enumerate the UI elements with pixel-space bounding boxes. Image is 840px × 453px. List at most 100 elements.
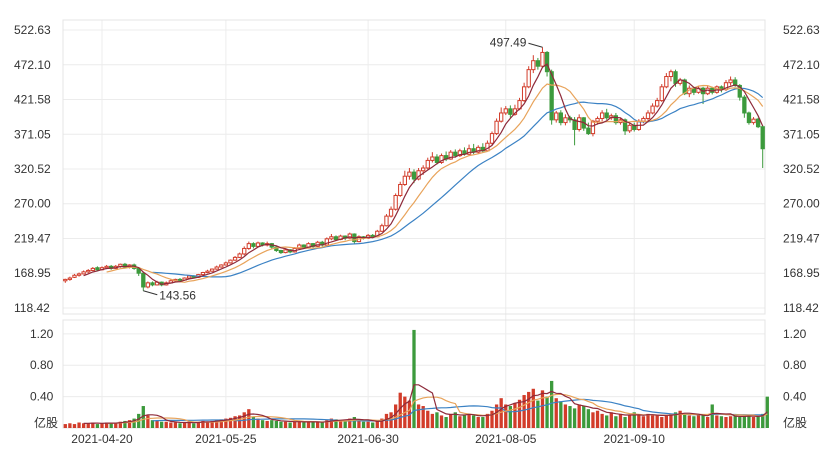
volume-bar — [256, 418, 260, 428]
price-tick-right: 118.42 — [783, 301, 819, 315]
price-tick-left: 472.10 — [14, 58, 51, 72]
candle-body — [627, 124, 632, 132]
volume-bar — [605, 415, 609, 428]
candle-body — [407, 171, 412, 177]
volume-bar — [449, 413, 453, 428]
volume-bar — [747, 415, 751, 428]
candle-body — [572, 119, 577, 130]
volume-bar — [627, 415, 632, 428]
volume-bar — [705, 417, 710, 428]
candle-body — [430, 156, 435, 161]
volume-tick-right: 0.40 — [783, 390, 807, 404]
price-tick-left: 320.52 — [14, 162, 51, 176]
volume-tick-left: 0.40 — [30, 390, 54, 404]
candle-body — [668, 71, 674, 78]
candle-body — [457, 150, 463, 157]
candle-body — [554, 112, 559, 121]
volume-bar — [228, 417, 233, 428]
volume-bar — [591, 412, 595, 428]
volume-bar — [650, 415, 655, 428]
candle-body — [728, 79, 733, 84]
volume-bar — [696, 414, 701, 428]
volume-bar — [692, 416, 696, 428]
volume-bar — [251, 417, 256, 428]
candle-body — [219, 264, 224, 268]
candle-body — [760, 126, 765, 150]
volume-bar — [678, 410, 682, 428]
candle-body — [755, 118, 761, 128]
date-tick: 2021-08-05 — [475, 432, 537, 446]
volume-tick-left: 0.80 — [30, 358, 54, 372]
volume-bar — [715, 415, 719, 428]
price-tick-right: 270.00 — [783, 197, 820, 211]
volume-bar — [572, 408, 577, 428]
volume-bar — [462, 415, 467, 428]
volume-bar — [311, 422, 315, 428]
volume-tick-right: 1.20 — [783, 327, 807, 341]
volume-bar — [430, 413, 435, 428]
candle-body — [622, 119, 628, 132]
candle-body — [255, 242, 261, 247]
volume-bar — [517, 399, 522, 428]
volume-bar — [150, 420, 155, 428]
volume-bar — [687, 415, 691, 428]
volume-bar — [393, 404, 398, 428]
volume-bar — [609, 412, 613, 428]
volume-bar — [641, 416, 646, 428]
volume-bar — [352, 417, 357, 428]
volume-bar — [320, 422, 324, 428]
volume-bar — [733, 415, 737, 428]
candle-body — [549, 71, 554, 121]
volume-bar — [366, 421, 370, 428]
candle-body — [751, 118, 756, 124]
volume-bar — [274, 420, 279, 428]
candle-body — [659, 86, 664, 102]
volume-bar — [545, 396, 549, 428]
volume-bar — [710, 404, 714, 428]
volume-bar — [91, 422, 95, 428]
volume-bar — [260, 420, 265, 428]
volume-bar — [738, 417, 742, 428]
candle-body — [205, 270, 210, 274]
volume-bar — [338, 420, 343, 428]
volume-bar — [724, 417, 728, 428]
volume-bar — [412, 329, 416, 428]
price-tick-right: 168.95 — [783, 266, 820, 280]
candle-body — [200, 272, 206, 276]
price-tick-right: 472.10 — [783, 58, 820, 72]
volume-bar — [527, 391, 531, 428]
candle-body — [237, 253, 242, 258]
volume-bar — [554, 398, 558, 428]
volume-bar — [439, 415, 444, 428]
volume-bar — [614, 416, 618, 428]
volume-bar — [660, 417, 664, 428]
candle-body — [297, 244, 302, 249]
candle-body — [535, 60, 541, 67]
volume-bar — [63, 424, 67, 428]
candle-body — [655, 100, 660, 107]
candle-body — [398, 183, 403, 196]
volume-bar — [540, 390, 545, 428]
ma10-line — [106, 83, 764, 283]
candle-body — [214, 266, 219, 270]
volume-bar — [513, 402, 517, 428]
volume-bar — [86, 423, 90, 428]
max-price-pointer — [528, 42, 543, 48]
volume-bar — [123, 420, 127, 428]
candle-body — [586, 127, 591, 135]
volume-bar — [219, 419, 223, 428]
candle-body — [737, 84, 742, 98]
volume-bar — [233, 416, 237, 428]
candle-body — [379, 225, 385, 232]
candle-body — [590, 120, 596, 135]
volume-bar — [664, 415, 669, 428]
volume-bar — [398, 392, 402, 428]
candle-body — [421, 167, 426, 172]
candle-body — [521, 86, 527, 102]
candle-body — [746, 112, 752, 124]
candle-body — [324, 238, 329, 246]
volume-bar — [210, 420, 214, 428]
volume-bar — [283, 421, 288, 428]
volume-bar — [719, 416, 724, 428]
candle-body — [209, 268, 215, 272]
